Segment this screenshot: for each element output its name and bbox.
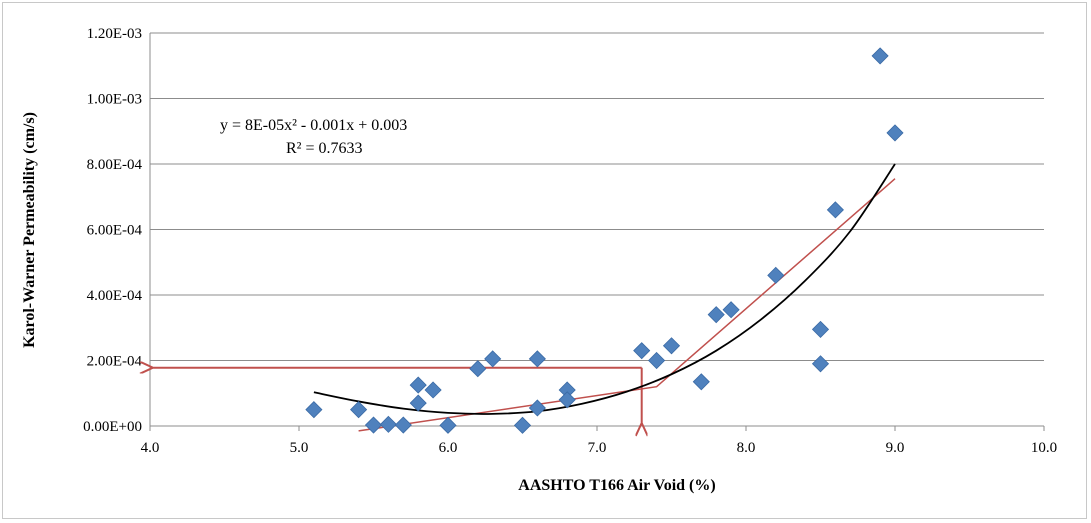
trendline-r-squared: R² = 0.7633 bbox=[286, 140, 363, 157]
data-point bbox=[871, 47, 889, 65]
data-point bbox=[528, 399, 546, 417]
x-tick-label: 10.0 bbox=[1031, 440, 1057, 456]
data-point bbox=[811, 355, 830, 373]
y-tick-label: 6.00E-04 bbox=[87, 223, 143, 239]
y-axis-title: Karol-Warner Permeability (cm/s) bbox=[21, 112, 38, 348]
data-point bbox=[439, 416, 457, 434]
x-tick-label: 5.0 bbox=[290, 440, 309, 456]
data-points bbox=[305, 47, 904, 434]
data-point bbox=[648, 351, 666, 370]
data-point bbox=[767, 266, 785, 284]
data-point bbox=[886, 124, 904, 142]
data-point bbox=[379, 415, 397, 433]
trendline bbox=[313, 163, 896, 415]
x-axis-title: AASHTO T166 Air Void (%) bbox=[518, 477, 715, 494]
data-point bbox=[469, 360, 487, 378]
data-point bbox=[528, 350, 546, 368]
data-point bbox=[409, 394, 427, 412]
y-tick-label: 0.00E+00 bbox=[83, 419, 142, 435]
data-point bbox=[350, 401, 368, 419]
y-axis-ticks: 0.00E+00 2.00E-04 4.00E-04 6.00E-04 8.00E-04… bbox=[83, 26, 142, 435]
data-point bbox=[394, 416, 412, 434]
trendline-equation: y = 8E-05x² - 0.001x + 0.003 bbox=[220, 117, 407, 134]
data-point bbox=[707, 306, 725, 324]
annotation-lines bbox=[152, 178, 896, 432]
x-tick-label: 9.0 bbox=[886, 440, 905, 456]
x-tick-label: 7.0 bbox=[588, 440, 607, 456]
y-tick-label: 2.00E-04 bbox=[87, 354, 143, 370]
y-tick-label: 8.00E-04 bbox=[87, 157, 143, 173]
x-tick-label: 6.0 bbox=[439, 440, 458, 456]
data-point bbox=[513, 416, 532, 434]
data-point bbox=[409, 376, 427, 394]
polynomial-trendline bbox=[313, 163, 896, 415]
data-point bbox=[364, 416, 383, 434]
bilinear-fit-line bbox=[358, 178, 896, 432]
data-point bbox=[811, 320, 830, 338]
data-point bbox=[633, 342, 651, 360]
data-point bbox=[424, 381, 442, 399]
data-point bbox=[662, 337, 681, 355]
y-tick-label: 1.00E-03 bbox=[87, 92, 142, 108]
data-point bbox=[484, 350, 502, 368]
x-tick-label: 8.0 bbox=[737, 440, 756, 456]
data-point bbox=[826, 201, 844, 219]
data-point bbox=[722, 301, 740, 319]
y-tick-label: 4.00E-04 bbox=[87, 288, 143, 304]
x-tick-label: 4.0 bbox=[141, 440, 160, 456]
data-point bbox=[305, 401, 323, 419]
data-point bbox=[692, 373, 710, 391]
y-tick-label: 1.20E-03 bbox=[87, 26, 142, 42]
x-axis-ticks: 4.0 5.0 6.0 7.0 8.0 9.0 10.0 bbox=[141, 426, 1057, 456]
data-point bbox=[558, 391, 576, 409]
